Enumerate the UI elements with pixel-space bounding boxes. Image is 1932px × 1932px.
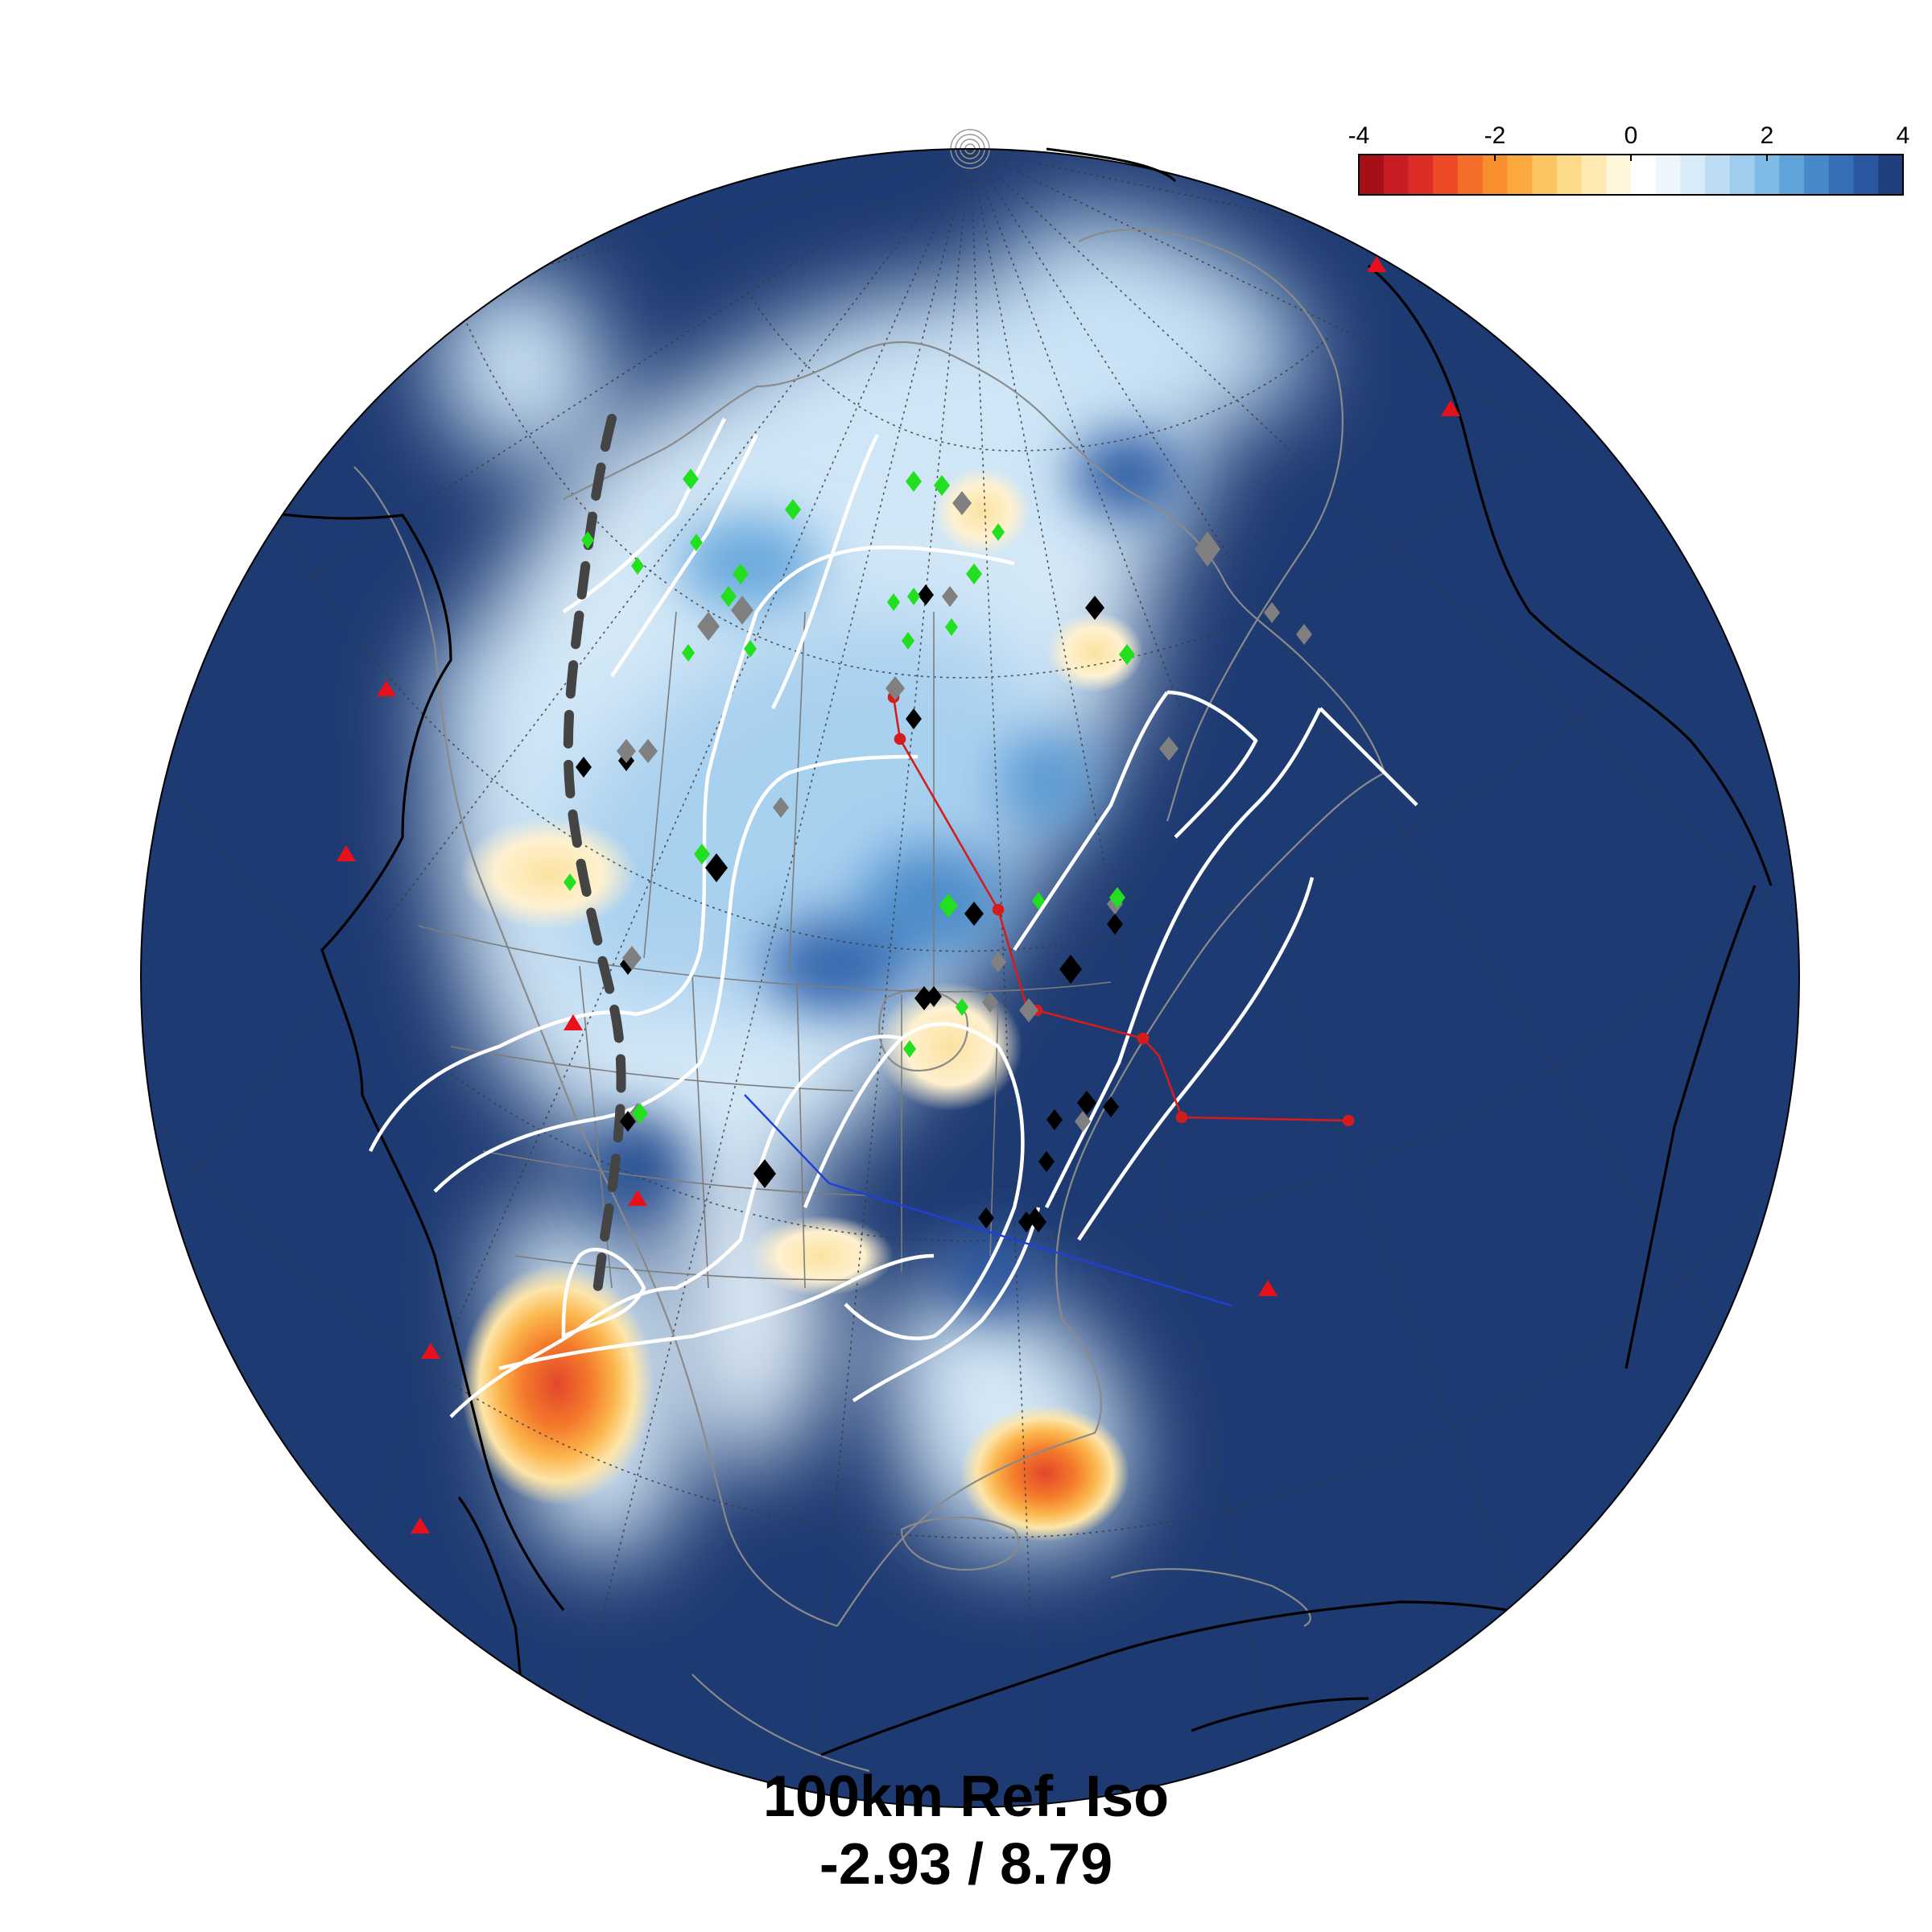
colorbar-step (1828, 155, 1855, 195)
colorbar-step (1729, 155, 1756, 195)
colorbar-tick-label: -2 (1484, 122, 1506, 149)
colorbar-step (1507, 155, 1533, 195)
colorbar-tick-label: 2 (1761, 122, 1774, 149)
map-caption-depth: 100km Ref. Iso (762, 1765, 1170, 1829)
colorbar-step (1878, 155, 1904, 195)
colorbar-step (1606, 155, 1632, 195)
colorbar-step (1680, 155, 1706, 195)
volcano-markers (336, 256, 1460, 1534)
colorbar-step (1532, 155, 1558, 195)
colorbar-tick-label: -4 (1348, 122, 1370, 149)
colorbar-step (1779, 155, 1805, 195)
colorbar: -4 -2 0 2 4 (1348, 122, 1910, 196)
colorbar-step (1705, 155, 1731, 195)
plate-boundary-outside (1046, 147, 1177, 183)
colorbar-step (1408, 155, 1434, 195)
colorbar-step (1631, 155, 1657, 195)
colorbar-step (1359, 155, 1385, 195)
deformation-front (563, 414, 626, 1309)
kimberlite-markers-gray (617, 491, 1312, 1132)
map-caption-range: -2.93 / 8.79 (819, 1832, 1113, 1897)
colorbar-step (1581, 155, 1607, 195)
colorbar-step (1556, 155, 1583, 195)
blue-profile-line (744, 1094, 1232, 1307)
colorbar-step (1804, 155, 1830, 195)
colorbar-step (1754, 155, 1780, 195)
kimberlite-markers-green (564, 469, 1135, 1124)
slow-anomalies (460, 467, 1143, 1542)
coastlines (353, 229, 1386, 1773)
globe-outline (140, 148, 1800, 1808)
colorbar-step (1457, 155, 1484, 195)
colorbar-tick-label: 4 (1897, 122, 1910, 149)
colorbar-step (1383, 155, 1410, 195)
globe (141, 149, 1799, 1807)
colorbar-step (1433, 155, 1459, 195)
colorbar-step (1853, 155, 1879, 195)
colorbar-step (1655, 155, 1682, 195)
colorbar-step (1482, 155, 1508, 195)
kimberlite-markers-black (576, 584, 1123, 1232)
colorbar-tick-label: 0 (1624, 122, 1638, 149)
